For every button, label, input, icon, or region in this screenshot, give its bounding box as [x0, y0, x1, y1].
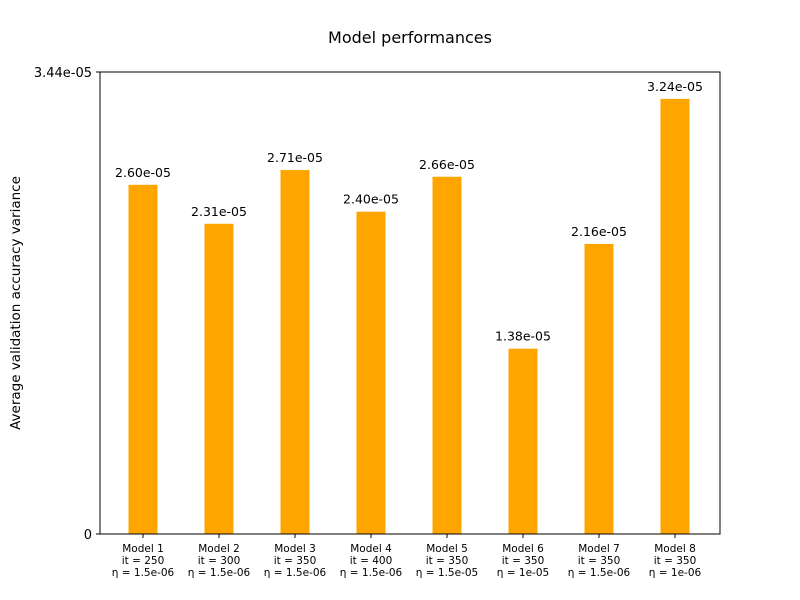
x-tick-label-3: Model 3 it = 350 η = 1.5e-06: [264, 543, 327, 579]
y-axis-label: Average validation accuracy variance: [8, 176, 24, 430]
bar-3: [280, 170, 310, 534]
value-label-2: 2.31e-05: [191, 204, 247, 219]
bar-1: [128, 184, 158, 534]
x-tick-label-4: Model 4 it = 400 η = 1.5e-06: [340, 543, 403, 579]
x-tick-label-2: Model 2 it = 300 η = 1.5e-06: [188, 543, 251, 579]
value-label-6: 1.38e-05: [495, 329, 551, 344]
value-label-5: 2.66e-05: [419, 157, 475, 172]
y-tick-label-2: 3.44e-05: [34, 66, 92, 81]
y-tick-labels-group: 0 3.44e-05: [34, 66, 100, 543]
bar-4: [356, 211, 386, 534]
bar-7: [584, 243, 614, 534]
bars-group: [128, 98, 690, 535]
value-label-3: 2.71e-05: [267, 150, 323, 165]
x-tick-labels-group: Model 1 it = 250 η = 1.5e-06 Model 2 it = 30…: [112, 534, 702, 579]
y-tick-label-1: 0: [84, 528, 92, 543]
value-label-4: 2.40e-05: [343, 192, 399, 207]
chart-title: Model performances: [328, 28, 492, 47]
x-tick-label-7: Model 7 it = 350 η = 1.5e-06: [568, 543, 631, 579]
x-tick-label-6: Model 6 it = 350 η = 1e-05: [497, 543, 549, 579]
value-label-7: 2.16e-05: [571, 224, 627, 239]
bar-6: [508, 348, 538, 534]
bar-2: [204, 223, 234, 534]
bar-8: [660, 98, 690, 534]
value-labels-group: 2.60e-05 2.31e-05 2.71e-05 2.40e-05 2.66e-05…: [115, 79, 703, 344]
bar-5: [432, 176, 462, 535]
x-tick-label-8: Model 8 it = 350 η = 1e-06: [649, 543, 702, 579]
x-tick-label-5: Model 5 it = 350 η = 1.5e-05: [416, 543, 478, 579]
value-label-8: 3.24e-05: [647, 79, 703, 94]
x-tick-label-1: Model 1 it = 250 η = 1.5e-06: [112, 543, 175, 579]
plot-frame: [99, 71, 721, 535]
value-label-1: 2.60e-05: [115, 165, 171, 180]
